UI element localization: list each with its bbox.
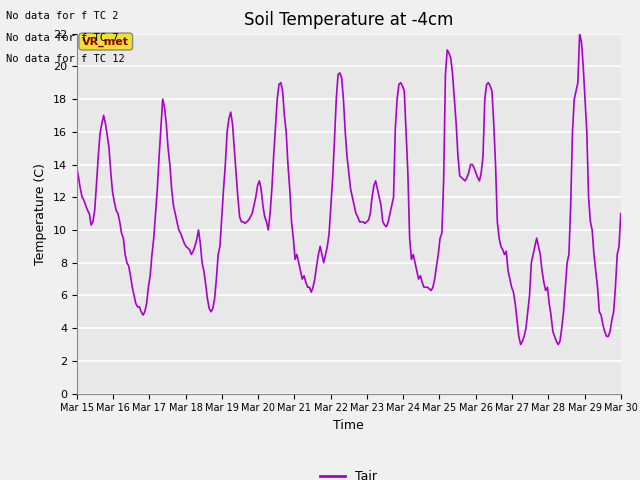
- Text: No data for f TC 12: No data for f TC 12: [6, 54, 125, 64]
- X-axis label: Time: Time: [333, 419, 364, 432]
- Text: No data for f TC 2: No data for f TC 2: [6, 11, 119, 21]
- Legend: Tair: Tair: [316, 465, 382, 480]
- Title: Soil Temperature at -4cm: Soil Temperature at -4cm: [244, 11, 454, 29]
- Text: No data for f TC 7: No data for f TC 7: [6, 33, 119, 43]
- Text: VR_met: VR_met: [82, 36, 129, 47]
- Y-axis label: Temperature (C): Temperature (C): [35, 163, 47, 264]
